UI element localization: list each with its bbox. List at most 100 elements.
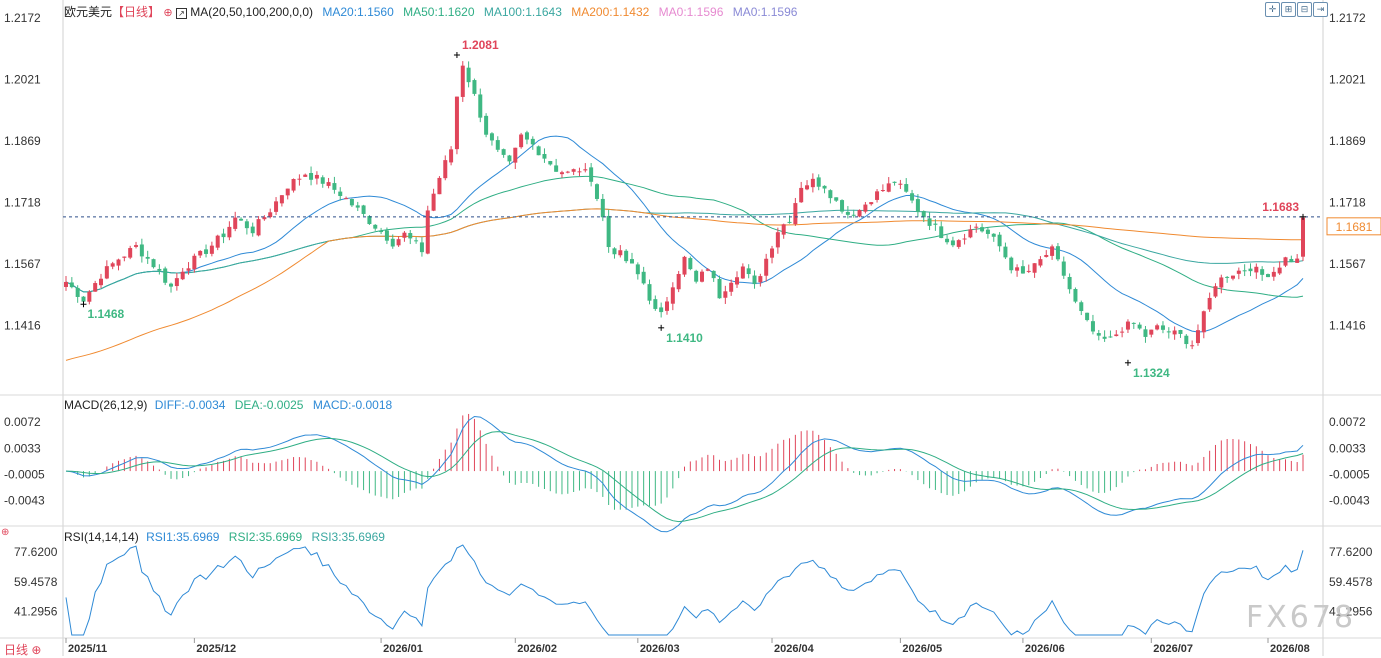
candle-body — [624, 250, 629, 262]
candle-body — [344, 198, 349, 200]
macd-dea-line — [65, 431, 1304, 523]
candle-body — [705, 269, 710, 271]
candle-body — [314, 174, 319, 179]
candle-body — [489, 133, 494, 141]
candle-body — [1114, 334, 1119, 337]
macd-tick-right: -0.0005 — [1329, 467, 1370, 481]
period-button[interactable]: 日线 ⊕ — [4, 641, 41, 658]
candle-body — [682, 256, 687, 275]
candle-body — [157, 268, 162, 271]
candle-body — [565, 171, 570, 173]
x-tick-label: 2026/07 — [1153, 643, 1193, 655]
candle-body — [104, 266, 109, 279]
candle-body — [583, 169, 588, 171]
last-price-box — [1326, 217, 1381, 236]
rsi-settings-icon[interactable]: ⊕ — [1, 527, 10, 538]
candle-body — [1230, 275, 1235, 279]
candle-body — [700, 271, 705, 282]
candle-body — [1265, 274, 1270, 278]
candle-body — [221, 233, 226, 238]
candle-body — [1120, 331, 1125, 333]
candle-body — [910, 193, 915, 201]
candle-body — [1160, 325, 1165, 330]
candle-body — [1125, 321, 1130, 330]
candle-body — [746, 268, 751, 275]
last-price-label: 1.1681 — [1336, 220, 1373, 234]
candle-body — [1020, 266, 1025, 274]
candle-body — [694, 270, 699, 282]
candle-body — [180, 271, 185, 280]
candle-body — [519, 134, 524, 148]
rsi-line — [65, 544, 1304, 636]
price-tick-left: 1.1567 — [4, 257, 41, 271]
candle-body — [548, 161, 553, 165]
candle-body — [139, 244, 144, 257]
candle-body — [1038, 259, 1043, 266]
rsi-tick-left: 41.2956 — [14, 605, 58, 619]
candle-body — [1277, 267, 1282, 274]
candle-body — [355, 205, 360, 208]
candle-body — [594, 184, 599, 199]
candle-body — [1009, 257, 1014, 271]
price-tick-left: 1.1416 — [4, 318, 41, 332]
indicator-toggle-icon[interactable]: ↗ — [175, 8, 187, 19]
price-tick-right: 1.1869 — [1329, 134, 1366, 148]
rsi-tick-right: 41.2956 — [1329, 605, 1373, 619]
candle-body — [793, 203, 798, 225]
candle-body — [145, 256, 150, 259]
candle-body — [559, 172, 564, 175]
candle-body — [1172, 330, 1177, 335]
x-tick-label: 2026/06 — [1025, 643, 1065, 655]
candle-body — [1102, 336, 1107, 339]
candle-body — [880, 190, 885, 192]
ma200-line — [65, 208, 1304, 361]
candle-body — [1044, 255, 1049, 257]
candle-body — [939, 226, 944, 239]
candle-body — [69, 282, 74, 288]
rsi2-value: RSI2:35.6969 — [228, 530, 303, 544]
candle-body — [396, 239, 401, 246]
candle-body — [664, 301, 669, 311]
price-tick-left: 1.1718 — [4, 196, 41, 210]
period-label: 【日线】 — [112, 5, 161, 19]
candle-body — [1073, 289, 1078, 302]
candle-body — [174, 278, 179, 287]
candle-body — [1166, 331, 1171, 333]
candle-body — [64, 281, 68, 287]
candle-body — [834, 197, 839, 201]
ma0b-value: MA0:1.1596 — [732, 5, 798, 19]
settings-icon[interactable]: ⊕ — [163, 7, 173, 19]
candle-body — [116, 259, 121, 266]
candle-body — [285, 188, 290, 196]
zoom-out-icon[interactable]: ⊟ — [1297, 2, 1312, 17]
candle-body — [1155, 325, 1160, 330]
candle-body — [169, 283, 174, 287]
price-tick-right: 1.1718 — [1329, 196, 1366, 210]
rsi-header: RSI(14,14,14) RSI1:35.6969 RSI2:35.6969 … — [64, 530, 385, 544]
crosshair-icon[interactable]: ✛ — [1265, 2, 1280, 17]
candle-body — [822, 185, 827, 189]
candle-body — [384, 230, 389, 241]
x-tick-label: 2025/12 — [196, 643, 236, 655]
candle-body — [1295, 258, 1300, 263]
macd-header: MACD(26,12,9) DIFF:-0.0034 DEA:-0.0025 M… — [64, 398, 392, 412]
candlestick-series — [64, 61, 1305, 350]
candle-body — [717, 278, 722, 299]
candle-body — [1032, 263, 1037, 273]
ma100-value: MA100:1.1643 — [483, 5, 562, 19]
candle-body — [1131, 322, 1136, 324]
candle-body — [443, 160, 448, 179]
scroll-end-icon[interactable]: ⇥ — [1313, 2, 1328, 17]
macd-tick-right: -0.0043 — [1329, 493, 1370, 507]
zoom-in-icon[interactable]: ⊞ — [1281, 2, 1296, 17]
candle-body — [332, 183, 337, 190]
candle-body — [361, 205, 366, 214]
candle-body — [863, 204, 868, 212]
candle-body — [110, 263, 115, 267]
candle-body — [425, 210, 430, 254]
candle-body — [1026, 270, 1031, 272]
candle-body — [641, 271, 646, 284]
macd-tick-left: -0.0043 — [4, 493, 45, 507]
candle-body — [122, 256, 127, 258]
